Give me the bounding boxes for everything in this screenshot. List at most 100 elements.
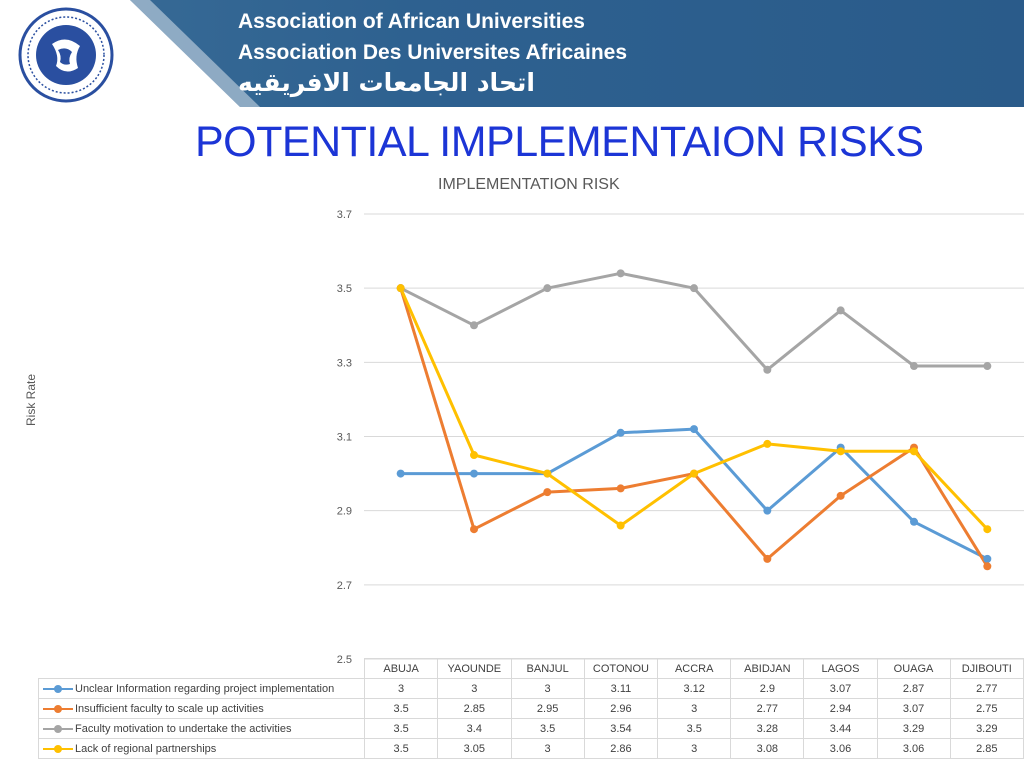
y-tick-label: 3.7 bbox=[337, 209, 352, 221]
data-label: 3.08 bbox=[730, 738, 805, 759]
data-point-series-4 bbox=[910, 447, 918, 456]
data-point-series-3 bbox=[836, 306, 845, 315]
data-label: 2.77 bbox=[730, 698, 805, 719]
data-point-series-3 bbox=[763, 365, 772, 374]
legend-line-marker-icon bbox=[43, 744, 73, 754]
data-label: 3.5 bbox=[364, 718, 439, 739]
y-tick-label: 3.5 bbox=[337, 283, 352, 295]
legend-line-marker-icon bbox=[43, 724, 73, 734]
data-label: 3.5 bbox=[657, 718, 732, 739]
x-category-label: ABIDJAN bbox=[730, 658, 805, 679]
series-line-4 bbox=[399, 287, 989, 531]
legend-label: Insufficient faculty to scale up activit… bbox=[75, 702, 264, 715]
legend-label: Lack of regional partnerships bbox=[75, 742, 217, 755]
x-category-label: DJIBOUTI bbox=[949, 658, 1024, 679]
table-row: Insufficient faculty to scale up activit… bbox=[37, 698, 1024, 719]
table-corner-cell bbox=[39, 659, 365, 679]
data-point-series-4 bbox=[983, 525, 992, 534]
data-table: ABUJA YAOUNDE BANJUL COTONOU ACCRA ABIDJAN LAG… bbox=[37, 658, 1024, 759]
gridlines bbox=[364, 213, 1024, 660]
data-point-series-4 bbox=[836, 447, 845, 456]
y-tick-labels: 3.7 3.5 3.3 3.1 2.9 2.7 2.5 bbox=[337, 209, 352, 666]
data-label: 2.94 bbox=[803, 698, 878, 719]
table-header-row: ABUJA YAOUNDE BANJUL COTONOU ACCRA ABIDJAN LAG… bbox=[39, 658, 1024, 679]
series-lines bbox=[396, 269, 992, 571]
data-point-series-4 bbox=[470, 451, 478, 460]
data-point-series-3 bbox=[690, 284, 698, 293]
header-banner: Association of African Universities Asso… bbox=[0, 0, 1024, 107]
data-label: 3 bbox=[657, 698, 732, 719]
y-tick-label: 3.1 bbox=[337, 432, 352, 444]
data-point-series-4 bbox=[763, 439, 772, 448]
x-category-label: LAGOS bbox=[803, 658, 878, 679]
data-label: 3.5 bbox=[364, 738, 439, 759]
legend-entry: Faculty motivation to undertake the acti… bbox=[37, 718, 366, 739]
x-category-label: ABUJA bbox=[364, 658, 439, 679]
data-point-series-3 bbox=[543, 284, 552, 293]
data-point-series-4 bbox=[616, 521, 625, 530]
data-label: 3.5 bbox=[364, 698, 439, 719]
data-label: 2.75 bbox=[949, 698, 1024, 719]
data-point-series-3 bbox=[910, 362, 918, 371]
data-label: 3.29 bbox=[876, 718, 951, 739]
data-point-series-2 bbox=[470, 525, 478, 534]
data-point-series-1 bbox=[763, 506, 772, 515]
data-label: 2.85 bbox=[949, 738, 1024, 759]
data-point-series-2 bbox=[616, 484, 625, 493]
x-category-label: OUAGA bbox=[876, 658, 951, 679]
table-row: Lack of regional partnerships 3.5 3.05 3 2.8… bbox=[37, 738, 1024, 759]
legend-entry: Lack of regional partnerships bbox=[37, 738, 366, 759]
data-label: 3.05 bbox=[437, 738, 512, 759]
data-label: 3.12 bbox=[657, 678, 732, 699]
data-label: 2.95 bbox=[510, 698, 585, 719]
data-label: 3 bbox=[657, 738, 732, 759]
data-label: 2.96 bbox=[583, 698, 659, 719]
data-label: 3.07 bbox=[803, 678, 878, 699]
org-name-arabic: اتحاد الجامعات الافريقيه bbox=[238, 68, 535, 97]
data-label: 3 bbox=[364, 678, 439, 699]
legend-label: Unclear Information regarding project im… bbox=[75, 682, 335, 695]
org-name-english: Association of African Universities bbox=[238, 10, 585, 33]
data-label: 3.44 bbox=[803, 718, 878, 739]
data-label: 3 bbox=[437, 678, 512, 699]
series-line-1 bbox=[400, 427, 988, 561]
legend-line-marker-icon bbox=[43, 704, 73, 714]
data-point-series-4 bbox=[396, 284, 405, 293]
y-tick-label: 2.5 bbox=[337, 654, 352, 666]
data-point-series-2 bbox=[983, 562, 992, 571]
legend-label: Faculty motivation to undertake the acti… bbox=[75, 722, 292, 735]
data-point-series-2 bbox=[543, 488, 552, 497]
aau-logo-icon bbox=[18, 7, 114, 103]
data-point-series-1 bbox=[910, 517, 918, 526]
y-tick-label: 2.7 bbox=[337, 580, 352, 592]
org-name-french: Association Des Universites Africaines bbox=[238, 41, 628, 64]
data-label: 2.77 bbox=[949, 678, 1024, 699]
data-point-series-1 bbox=[396, 469, 405, 478]
data-label: 3 bbox=[510, 738, 585, 759]
data-label: 3.06 bbox=[803, 738, 878, 759]
table-row: Faculty motivation to undertake the acti… bbox=[37, 718, 1024, 739]
data-label: 3.54 bbox=[583, 718, 659, 739]
data-point-series-4 bbox=[543, 469, 552, 478]
data-point-series-4 bbox=[690, 469, 698, 478]
table-row: Unclear Information regarding project im… bbox=[37, 678, 1024, 699]
data-point-series-3 bbox=[616, 269, 625, 278]
data-point-series-1 bbox=[983, 554, 992, 563]
legend-line-marker-icon bbox=[43, 684, 73, 694]
data-label: 3.29 bbox=[949, 718, 1024, 739]
data-point-series-3 bbox=[983, 362, 992, 371]
y-tick-label: 2.9 bbox=[337, 506, 352, 518]
data-label: 2.86 bbox=[583, 738, 659, 759]
data-label: 3 bbox=[510, 678, 585, 699]
data-label: 3.5 bbox=[510, 718, 585, 739]
data-point-series-2 bbox=[836, 491, 845, 500]
legend-entry: Insufficient faculty to scale up activit… bbox=[37, 698, 366, 719]
y-tick-label: 3.3 bbox=[337, 357, 352, 369]
data-label: 2.9 bbox=[730, 678, 805, 699]
x-category-label: BANJUL bbox=[510, 658, 585, 679]
data-label: 3.07 bbox=[876, 698, 951, 719]
x-category-label: YAOUNDE bbox=[437, 658, 512, 679]
data-label: 3.11 bbox=[583, 678, 659, 699]
slide-title: POTENTIAL IMPLEMENTAION RISKS bbox=[195, 118, 924, 166]
